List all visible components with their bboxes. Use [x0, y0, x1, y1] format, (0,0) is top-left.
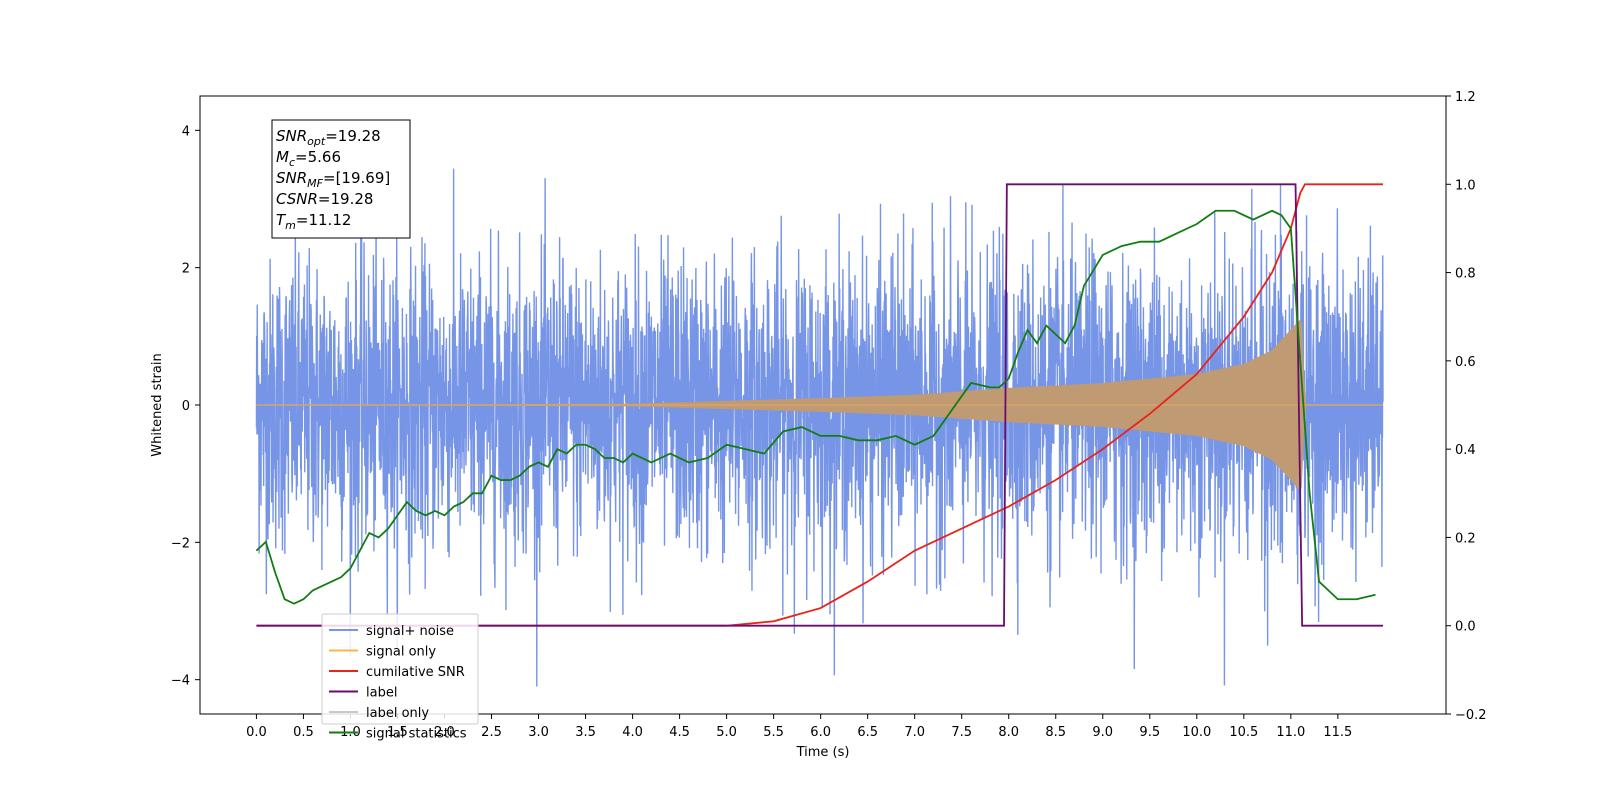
x-tick-label: 9.5 [1139, 725, 1160, 740]
legend-label: label only [366, 706, 429, 721]
y2-tick-label: 0.4 [1455, 443, 1476, 458]
x-tick-label: 7.0 [904, 725, 925, 740]
x-tick-label: 2.0 [434, 725, 455, 740]
y2-tick-label: 0.8 [1455, 267, 1476, 282]
info-line: SNRMF=[19.69] [276, 169, 390, 190]
info-line: SNRopt=19.28 [276, 127, 381, 148]
x-tick-label: 7.5 [951, 725, 972, 740]
x-tick-label: 6.0 [810, 725, 831, 740]
y2-tick-label: 1.0 [1455, 178, 1476, 193]
info-line: CSNR=19.28 [276, 190, 373, 208]
x-tick-label: 11.0 [1276, 725, 1305, 740]
y-axis-label: Whitened strain [150, 353, 165, 456]
x-tick-label: 11.5 [1323, 725, 1352, 740]
series-cumilative-snr [256, 183, 1383, 627]
series-label [256, 183, 1383, 627]
legend-label: signal statistics [366, 727, 467, 742]
y-axis-left: −4 −2 0 2 4 [171, 124, 200, 689]
x-tick-label: 10.5 [1229, 725, 1258, 740]
x-tick-label: 6.5 [857, 725, 878, 740]
series-signal-statistics [255, 209, 1376, 605]
info-box: SNRopt=19.28Mc=5.66SNRMF=[19.69]CSNR=19.… [271, 119, 411, 239]
series-signal-only [256, 320, 1383, 490]
x-tick-label: 0.0 [246, 725, 267, 740]
x-tick-label: 3.0 [528, 725, 549, 740]
x-tick-label: 1.5 [387, 725, 408, 740]
y2-tick-label: −0.2 [1455, 708, 1487, 723]
y-tick-label: −2 [171, 536, 190, 551]
x-tick-label: 8.5 [1045, 725, 1066, 740]
y2-tick-label: 0.0 [1455, 620, 1476, 635]
legend-label: label [366, 686, 397, 701]
y2-tick-label: 0.2 [1455, 531, 1476, 546]
y-tick-label: −4 [171, 674, 190, 689]
x-tick-label: 4.5 [669, 725, 690, 740]
info-line: Tm=11.12 [276, 211, 351, 232]
info-line: Mc=5.66 [276, 148, 341, 169]
legend: signal+ noise signal only cumilative SNR la… [321, 613, 479, 742]
x-tick-label: 5.5 [763, 725, 784, 740]
y2-tick-label: 1.2 [1455, 90, 1476, 105]
x-tick-label: 3.5 [575, 725, 596, 740]
x-tick-label: 2.5 [481, 725, 502, 740]
x-tick-label: 10.0 [1182, 725, 1211, 740]
y-tick-label: 2 [182, 262, 190, 277]
x-tick-label: 9.0 [1092, 725, 1113, 740]
x-tick-label: 5.0 [716, 725, 737, 740]
y-tick-label: 0 [182, 399, 190, 414]
y-axis-right: −0.2 0.0 0.2 0.4 0.6 0.8 1.0 1.2 [1446, 90, 1487, 723]
x-tick-label: 4.0 [622, 725, 643, 740]
x-axis: 0.0 0.5 1.0 1.5 2.0 2.5 3.0 3.5 4.0 4.5 5.0 5.5 6.0 6… [246, 714, 1352, 740]
y-tick-label: 4 [182, 124, 190, 139]
legend-label: cumilative SNR [366, 665, 465, 680]
legend-label: signal only [366, 645, 436, 660]
x-axis-label: Time (s) [796, 745, 850, 760]
x-tick-label: 0.5 [293, 725, 314, 740]
x-tick-label: 8.0 [998, 725, 1019, 740]
y2-tick-label: 0.6 [1455, 355, 1476, 370]
legend-label: signal+ noise [366, 624, 454, 639]
right-axis-series [255, 183, 1383, 627]
